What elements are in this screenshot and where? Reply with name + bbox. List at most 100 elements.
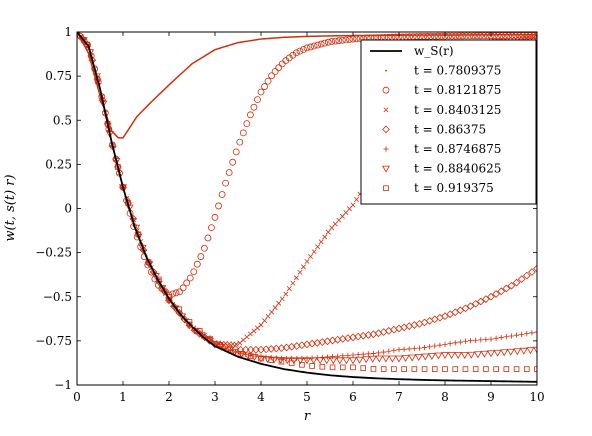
series-2-point-55 — [268, 72, 276, 80]
series-2-point-36 — [200, 244, 208, 252]
series-2-point-115 — [480, 32, 488, 40]
series-2-point-106 — [448, 32, 456, 40]
series-5-point-36 — [258, 354, 264, 360]
series-5-point-64 — [401, 346, 407, 352]
series-5-point-56 — [360, 351, 366, 357]
series-2-point-69 — [317, 40, 325, 48]
series-5-point-88 — [524, 331, 530, 337]
series-2-point-74 — [335, 37, 343, 45]
series-2-point-64 — [300, 46, 307, 53]
series-5-point-69 — [427, 344, 433, 350]
series-6-point-51 — [408, 354, 417, 362]
series-3-point-66 — [308, 254, 314, 260]
series-6-point-30 — [270, 356, 279, 364]
series-7-point-1 — [84, 41, 91, 48]
series-4-point-78 — [471, 299, 480, 308]
series-4-point-83 — [497, 287, 506, 296]
series-2-point-114 — [476, 32, 484, 40]
series-4-point-90 — [533, 264, 537, 273]
series-7-point-22 — [299, 362, 305, 368]
series-7-point-14 — [217, 342, 223, 348]
legend-entry-6: t = 0.8840625 — [382, 162, 501, 176]
series-6-point-61 — [473, 351, 482, 359]
legend-entry-1: t = 0.7809375 — [385, 64, 501, 78]
series-3-point-55 — [269, 309, 275, 315]
series-3-point-52 — [258, 322, 264, 328]
series-6-point-38 — [322, 357, 331, 365]
x-axis-label: r — [304, 409, 311, 424]
legend-label-0: w_S(r) — [414, 44, 454, 58]
series-7-point-30 — [380, 366, 387, 372]
y-tick-label-2: 0.5 — [53, 113, 72, 127]
series-6-point-44 — [362, 356, 371, 364]
series-2-point-72 — [328, 38, 336, 45]
series-2-point-107 — [452, 32, 460, 40]
series-6-point-34 — [296, 357, 305, 365]
series-2-point-128 — [526, 32, 534, 39]
series-7-point-24 — [319, 363, 326, 370]
y-tick-label-8: −1 — [54, 378, 72, 392]
series-3-point-130 — [534, 34, 537, 40]
series-7-point-43 — [513, 366, 520, 372]
series-2-point-49 — [246, 111, 254, 119]
series-2-point-119 — [494, 32, 502, 40]
series-2-point-42 — [222, 179, 230, 187]
series-2-point-121 — [501, 32, 509, 39]
series-2-point-48 — [243, 120, 251, 128]
series-7-point-28 — [360, 365, 367, 371]
series-4-point-85 — [507, 281, 516, 290]
series-2-point-110 — [462, 32, 470, 40]
series-6-point-55 — [434, 352, 443, 360]
series-3-point-70 — [322, 234, 328, 240]
series-5-point-45 — [304, 355, 310, 362]
series-2-point-57 — [275, 64, 283, 72]
series-4-point-35 — [252, 345, 260, 354]
series-3-point-78 — [350, 202, 356, 208]
series-4-point-21 — [180, 315, 189, 323]
series-6-point-41 — [342, 357, 351, 365]
series-5-point-70 — [432, 343, 438, 349]
legend-label-4: t = 0.86375 — [414, 122, 486, 136]
series-2-point-43 — [225, 169, 233, 176]
y-tick-label-1: 0.75 — [45, 69, 72, 83]
series-3-point-60 — [286, 286, 292, 292]
series-7-point-17 — [247, 353, 254, 359]
series-3-point-62 — [293, 275, 299, 281]
series-2-point-62 — [292, 49, 300, 57]
series-2-point-103 — [438, 32, 445, 40]
series-6-point-52 — [414, 354, 423, 362]
series-4-point-63 — [395, 324, 403, 333]
series-2 — [77, 32, 537, 299]
series-2-point-28 — [172, 289, 180, 297]
legend-label-7: t = 0.919375 — [414, 181, 494, 195]
series-2-point-71 — [324, 38, 332, 46]
series-6-point-59 — [460, 352, 469, 359]
series-2-point-46 — [236, 138, 244, 146]
series-3-point-73 — [332, 221, 338, 227]
series-5-point-61 — [386, 348, 392, 354]
series-4-point-87 — [517, 275, 526, 283]
x-tick-label-1: 1 — [119, 390, 127, 404]
series-2-point-34 — [193, 260, 201, 268]
series-5-point-80 — [483, 336, 489, 343]
series-3-point-67 — [311, 249, 317, 255]
y-tick-label-4: 0 — [64, 202, 72, 216]
series-2-point-70 — [321, 39, 329, 47]
series-2-point-52 — [257, 88, 265, 96]
series-2-point-67 — [310, 42, 318, 50]
series-5-point-82 — [493, 335, 499, 341]
series-7-point-39 — [472, 366, 479, 372]
series-2-point-45 — [232, 148, 240, 156]
series-3-point-65 — [304, 258, 310, 264]
series-2-point-63 — [296, 47, 304, 55]
series-5-point-57 — [365, 351, 371, 357]
series-2-point-56 — [271, 68, 279, 75]
series-3-point-53 — [262, 318, 268, 324]
series-5-point-68 — [421, 344, 428, 351]
legend: w_S(r)t = 0.7809375 t = 0.8121875 t = 0.84… — [360, 39, 537, 205]
series-6-point-37 — [316, 357, 325, 365]
series-5-point-75 — [457, 339, 463, 345]
series-6-point-63 — [487, 350, 495, 358]
series-3-point-57 — [276, 300, 282, 306]
series-4-point-88 — [522, 271, 531, 280]
